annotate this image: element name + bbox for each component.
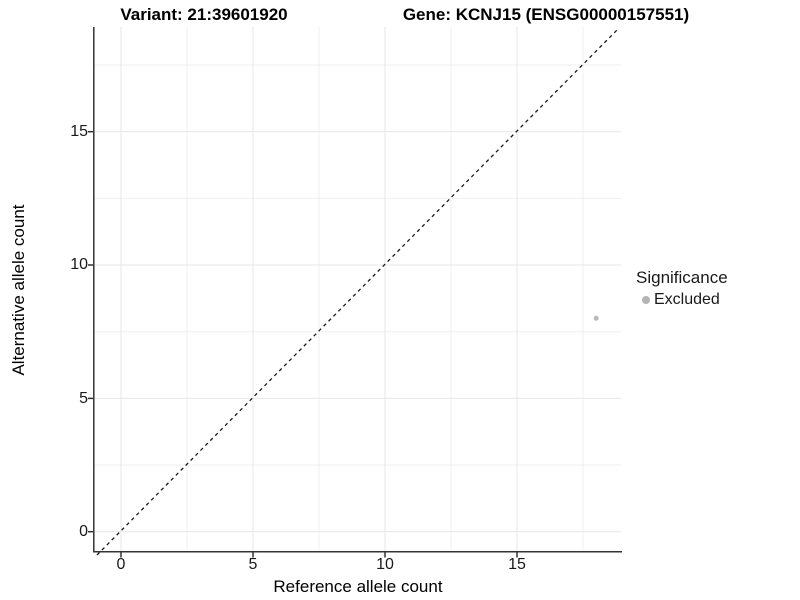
grid-minor-horizontal: [95, 64, 621, 466]
legend-item-label: Excluded: [654, 291, 720, 308]
x-tick-marks: [120, 552, 518, 558]
plot-title-variant: Variant: 21:39601920: [120, 5, 288, 24]
y-tick-label-5: 5: [79, 390, 88, 407]
y-tick-label-15: 15: [70, 123, 88, 140]
x-tick-label-5: 5: [248, 556, 258, 573]
legend-title: Significance: [636, 268, 728, 287]
data-point-excluded: [593, 315, 599, 321]
plot-canvas: [88, 27, 622, 558]
grid-major-horizontal: [95, 131, 621, 533]
legend: Significance Excluded: [636, 268, 796, 309]
legend-key-dot-icon: [642, 296, 650, 304]
axis-lines: [93, 27, 622, 553]
y-tick-label-0: 0: [79, 523, 88, 540]
x-axis-title: Reference allele count: [273, 577, 443, 596]
x-tick-label-0: 0: [116, 556, 126, 573]
x-tick-label-15: 15: [508, 556, 526, 573]
x-tick-label-10: 10: [376, 556, 394, 573]
identity-line: [96, 27, 620, 556]
plot-panel: [88, 27, 622, 558]
plot-title-gene: Gene: KCNJ15 (ENSG00000157551): [402, 5, 690, 24]
y-axis-title: Alternative allele count: [9, 204, 28, 376]
legend-item-excluded: Excluded: [636, 291, 796, 309]
y-tick-label-10: 10: [70, 256, 88, 273]
grid-major-vertical: [120, 27, 518, 551]
y-tick-marks: [88, 130, 93, 533]
